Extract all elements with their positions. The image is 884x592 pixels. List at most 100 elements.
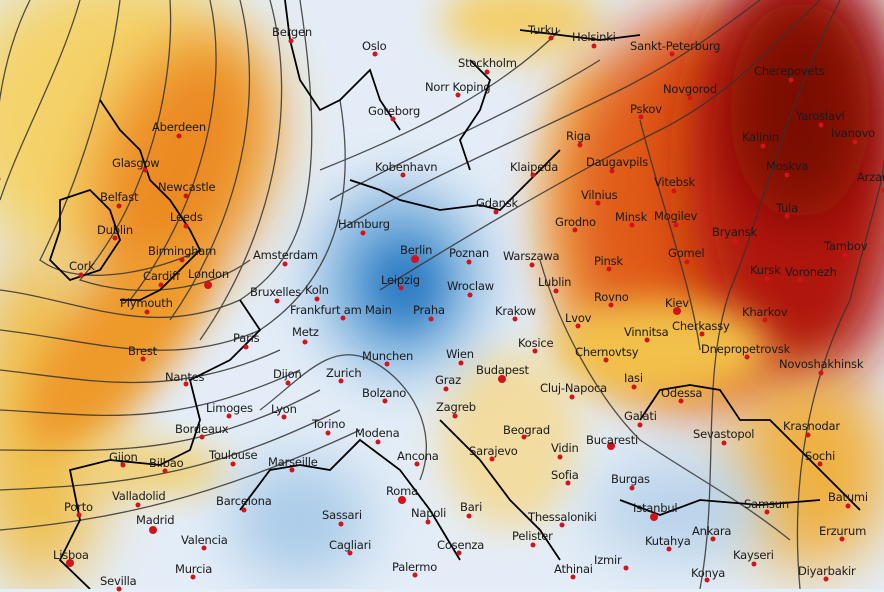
city-label-kutahya: Kutahya — [645, 535, 691, 547]
city-marker-metz — [303, 340, 308, 345]
city-label-samsun: Samsun — [744, 498, 789, 510]
city-label-izmir: Izmir — [594, 554, 622, 566]
city-marker-daugavpils — [610, 169, 615, 174]
city-label-pinsk: Pinsk — [594, 255, 623, 267]
city-marker-cherepovets — [789, 78, 794, 83]
city-label-ankara: Ankara — [692, 525, 731, 537]
city-label-ancona: Ancona — [397, 450, 439, 462]
city-label-amsterdam: Amsterdam — [253, 249, 318, 261]
city-label-iasi: Iasi — [624, 372, 643, 384]
city-label-minsk: Minsk — [615, 211, 647, 223]
city-marker-birmingham — [180, 258, 185, 263]
city-marker-pelister — [531, 543, 536, 548]
city-label-toulouse: Toulouse — [209, 449, 257, 461]
city-label-bolzano: Bolzano — [362, 387, 406, 399]
city-label-zagreb: Zagreb — [436, 401, 476, 413]
city-label-rovno: Rovno — [594, 291, 629, 303]
city-label-konya: Konya — [691, 567, 725, 579]
city-label-glasgow: Glasgow — [112, 157, 160, 169]
city-label-kalinin: Kalinin — [742, 131, 779, 143]
city-label-brest: Brest — [128, 345, 157, 357]
city-label-sankt-peterburg: Sankt-Peterburg — [630, 40, 720, 52]
city-label-krakow: Krakow — [495, 305, 536, 317]
city-marker-wroclaw — [468, 293, 473, 298]
city-label-torino: Torino — [312, 418, 345, 430]
city-marker-bergen — [289, 39, 294, 44]
city-marker-cardiff — [159, 283, 164, 288]
city-marker-bruxelles — [275, 299, 280, 304]
city-label-lyon: Lyon — [271, 403, 297, 415]
city-marker-krasnodar — [806, 433, 811, 438]
city-label-wien: Wien — [446, 348, 474, 360]
city-label-dublin: Dublin — [97, 224, 133, 236]
city-marker-izmir — [624, 566, 629, 571]
city-label-sevilla: Sevilla — [100, 575, 136, 587]
city-marker-burgas — [630, 486, 635, 491]
city-marker-vitebsk — [672, 189, 677, 194]
city-label-novoshakhinsk: Novoshakhinsk — [779, 358, 863, 370]
city-label-lisboa: Lisboa — [53, 549, 89, 561]
city-label-pelister: Pelister — [512, 530, 553, 542]
city-label-kosice: Kosice — [518, 337, 553, 349]
city-marker-riga — [578, 143, 583, 148]
city-label-moskva: Moskva — [766, 160, 808, 172]
city-label-cluj-napoca: Cluj-Napoca — [540, 382, 607, 394]
city-marker-helsinki — [592, 44, 597, 49]
city-label-napoli: Napoli — [411, 507, 446, 519]
city-label-bari: Bari — [460, 501, 482, 513]
city-label-bryansk: Bryansk — [712, 226, 757, 238]
city-label-lvov: Lvov — [565, 312, 591, 324]
city-label-kobenhavn: Kobenhavn — [375, 161, 437, 173]
city-label-sassari: Sassari — [322, 509, 362, 521]
city-label-hamburg: Hamburg — [338, 218, 390, 230]
city-label-munchen: Munchen — [362, 350, 413, 362]
city-label-thessaloniki: Thessaloniki — [528, 511, 597, 523]
city-label-bruxelles: Bruxelles — [250, 286, 301, 298]
city-label-odessa: Odessa — [661, 387, 702, 399]
city-marker-novgorod — [688, 96, 693, 101]
city-label-sofia: Sofia — [551, 469, 579, 481]
city-marker-warszawa — [530, 263, 535, 268]
city-label-bordeaux: Bordeaux — [175, 423, 228, 435]
city-label-goteborg: Goteborg — [368, 105, 420, 117]
city-marker-stockholm — [485, 70, 490, 75]
city-label-erzurum: Erzurum — [819, 525, 866, 537]
city-marker-london — [204, 281, 212, 289]
city-label-plymouth: Plymouth — [120, 297, 173, 309]
city-marker-novoshakhinsk — [819, 371, 824, 376]
city-marker-sassari — [339, 522, 344, 527]
city-label-paris: Paris — [233, 332, 259, 344]
city-marker-kayseri — [752, 562, 757, 567]
city-marker-cluj-napoca — [570, 395, 575, 400]
city-marker-iasi — [632, 385, 637, 390]
city-marker-moskva — [785, 173, 790, 178]
city-marker-valladolid — [136, 503, 141, 508]
city-label-leipzig: Leipzig — [381, 274, 420, 286]
city-label-palermo: Palermo — [392, 561, 437, 573]
city-marker-gomel — [685, 260, 690, 265]
city-label-wroclaw: Wroclaw — [447, 280, 494, 292]
city-label-vidin: Vidin — [551, 442, 579, 454]
city-label-chernovtsy: Chernovtsy — [575, 346, 638, 358]
city-label-krasnodar: Krasnodar — [783, 420, 840, 432]
city-label-norr-koping: Norr Koping — [425, 81, 490, 93]
city-label-kursk: Kursk — [750, 264, 781, 276]
city-label-roma: Roma — [386, 485, 418, 497]
city-label-valencia: Valencia — [181, 534, 228, 546]
city-label-cardiff: Cardiff — [143, 270, 180, 282]
city-label-frankfurt-am-main: Frankfurt am Main — [290, 304, 392, 316]
city-marker-hamburg — [361, 231, 366, 236]
city-label-marseille: Marseille — [268, 456, 318, 468]
city-label-daugavpils: Daugavpils — [586, 156, 648, 168]
city-label-lublin: Lublin — [538, 276, 571, 288]
city-label-madrid: Madrid — [136, 514, 174, 526]
city-label-gdansk: Gdansk — [476, 197, 518, 209]
city-label-tambov: Tambov — [824, 240, 867, 252]
city-label-kharkov: Kharkov — [742, 306, 787, 318]
city-label-cosenza: Cosenza — [437, 539, 484, 551]
city-marker-barcelona — [242, 508, 247, 513]
city-marker-lublin — [554, 289, 559, 294]
city-marker-galati — [638, 423, 643, 428]
city-label-dijon: Dijon — [273, 368, 302, 380]
city-marker-vidin — [558, 455, 563, 460]
